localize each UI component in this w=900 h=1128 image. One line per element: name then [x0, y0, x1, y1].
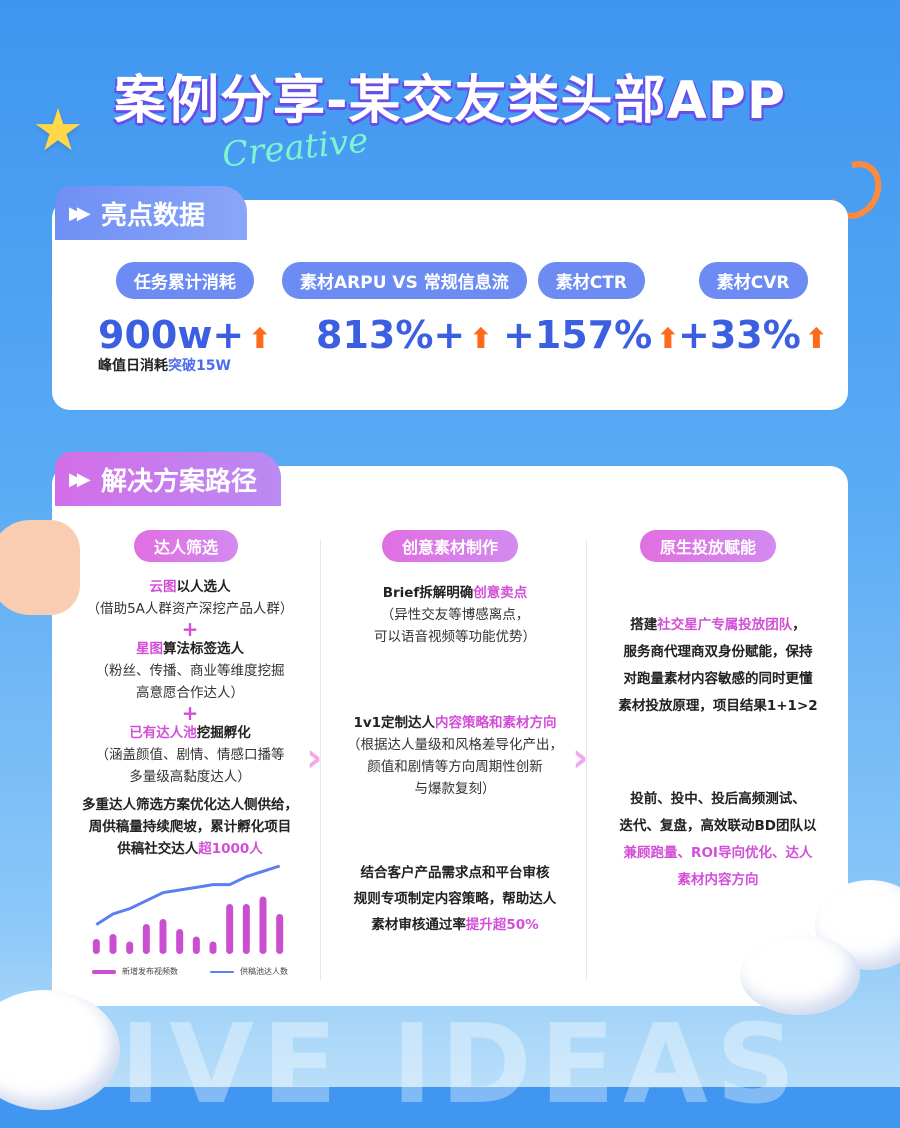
bar-4 — [142, 924, 150, 954]
double-chevron-icon: ▶▶ — [69, 202, 91, 224]
legend-line: 供稿池达人数 — [210, 966, 288, 977]
bar-12 — [276, 914, 284, 954]
talent-selection-text: 云图以人选人 （借助5A人群资产深挖产品人群） + 星图算法标签选人 （粉丝、传… — [82, 579, 298, 857]
metric-cvr: 素材CVR +33% ⬆ — [678, 262, 828, 357]
metric-note: 峰值日消耗突破15W — [98, 358, 231, 374]
creative-text-1: Brief拆解明确创意卖点 （异性交友等博感离点， 可以语音视频等功能优势） — [374, 585, 536, 645]
column-title-creative: 创意素材制作 — [382, 530, 519, 562]
delivery-text-2: 投前、投中、投后高频测试、 迭代、复盘，高效联动BD团队以 兼顾跑量、ROI导向优… — [619, 791, 817, 888]
creative-text-2: 1v1定制达人内容策略和素材方向 （根据达人量级和风格差导化产出， 颜值和剧情等方… — [347, 715, 563, 797]
bar-2 — [109, 934, 117, 954]
star-decoration-icon: ★ — [32, 96, 84, 164]
cloud-decoration — [740, 935, 860, 1015]
legend-swatch — [210, 970, 234, 973]
chevron-right-icon: › — [306, 735, 323, 781]
metric-consumption: 任务累计消耗 900w+ ⬆ 峰值日消耗突破15W — [98, 262, 272, 375]
metric-value: +157% — [503, 313, 653, 357]
talent-chart — [92, 864, 284, 954]
metric-ctr: 素材CTR +157% ⬆ — [503, 262, 680, 357]
column-title-talent: 达人筛选 — [134, 530, 239, 562]
arrow-up-icon: ⬆ — [469, 322, 493, 355]
bar-9 — [226, 904, 234, 954]
metric-value: +33% — [678, 313, 801, 357]
delivery-text-1: 搭建社交星广专属投放团队， 服务商代理商双身份赋能，保持 对跑量素材内容敏感的同时… — [618, 617, 818, 714]
metric-value: 900w+ — [98, 313, 245, 357]
solution-tab: ▶▶ 解决方案路径 — [55, 452, 281, 506]
bar-6 — [176, 929, 184, 954]
background-watermark-text: IVE IDEAS — [120, 1000, 804, 1128]
metric-label: 素材CVR — [698, 262, 808, 299]
bar-3 — [126, 941, 134, 954]
column-title-delivery: 原生投放赋能 — [640, 530, 777, 562]
chevron-right-icon: › — [572, 735, 589, 781]
legend-bar: 新增发布视频数 — [92, 966, 178, 977]
metric-label: 任务累计消耗 — [115, 262, 254, 299]
metric-label: 素材CTR — [537, 262, 645, 299]
bar-5 — [159, 919, 167, 954]
column-divider — [320, 540, 321, 980]
highlights-tab-label: 亮点数据 — [101, 200, 206, 231]
double-chevron-icon: ▶▶ — [69, 468, 91, 490]
bar-10 — [242, 904, 250, 954]
legend-swatch — [92, 969, 116, 974]
arrow-up-icon: ⬆ — [248, 322, 272, 355]
page-title: 案例分享-某交友类头部APP — [113, 71, 787, 131]
metric-value: 813%+ — [316, 313, 466, 357]
arrow-up-icon: ⬆ — [656, 322, 680, 355]
creative-text-3: 结合客户产品需求点和平台审核 规则专项制定内容策略，帮助达人 素材审核通过率提升超… — [353, 865, 557, 933]
bar-7 — [192, 936, 200, 954]
column-divider — [586, 540, 587, 980]
metric-arpu: 素材ARPU VS 常规信息流 813%+ ⬆ — [282, 262, 527, 357]
talent-pool-line — [95, 864, 281, 926]
bar-1 — [92, 939, 100, 954]
cloud-decoration — [0, 990, 120, 1110]
highlights-tab: ▶▶ 亮点数据 — [55, 186, 247, 240]
metric-label: 素材ARPU VS 常规信息流 — [282, 262, 527, 299]
thumbs-up-hand-decoration — [0, 520, 80, 615]
bar-11 — [259, 896, 267, 954]
arrow-up-icon: ⬆ — [804, 322, 829, 355]
bar-8 — [209, 941, 217, 954]
solution-tab-label: 解决方案路径 — [101, 466, 258, 497]
